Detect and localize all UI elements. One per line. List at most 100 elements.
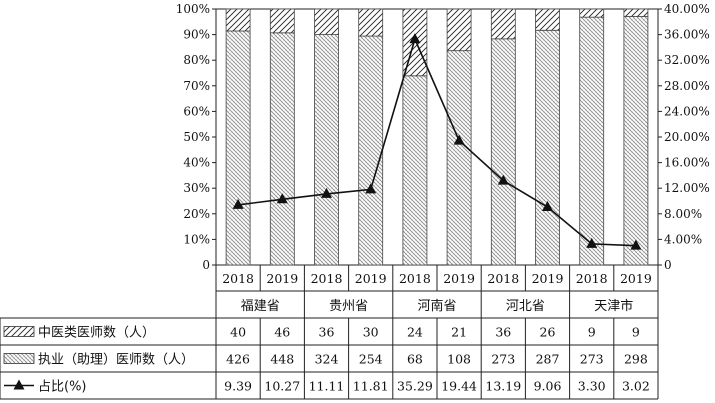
share-point-marker bbox=[276, 193, 288, 204]
bar-licensed-segment bbox=[623, 16, 649, 266]
table-year-label: 2018 bbox=[311, 271, 343, 286]
bar-tcm-segment bbox=[490, 8, 516, 40]
table-value-cell: 273 bbox=[580, 352, 604, 367]
bar-licensed-segment bbox=[490, 38, 516, 266]
left-axis-tick-label: 20% bbox=[183, 207, 210, 221]
table-value-cell: 68 bbox=[407, 352, 423, 367]
bar-tcm-segment bbox=[314, 8, 339, 36]
bar-licensed-segment bbox=[269, 32, 295, 266]
share-point-marker bbox=[365, 183, 377, 194]
table-value-cell: 35.29 bbox=[397, 379, 433, 394]
bar-tcm-segment bbox=[579, 8, 605, 18]
table-year-label: 2019 bbox=[266, 271, 298, 286]
bar-tcm-segment bbox=[535, 8, 560, 31]
legend-series-name: 执业（助理）医师数（人） bbox=[38, 353, 194, 368]
share-point-marker bbox=[586, 237, 598, 248]
bar-tcm-segment bbox=[446, 8, 472, 52]
table-year-label: 2019 bbox=[532, 271, 564, 286]
table-value-cell: 426 bbox=[226, 352, 250, 367]
table-value-cell: 287 bbox=[536, 352, 560, 367]
table-value-cell: 36 bbox=[495, 325, 511, 340]
line-layer bbox=[232, 33, 642, 250]
left-axis-tick-label: 70% bbox=[183, 79, 210, 93]
right-axis-tick-label: 12.00% bbox=[664, 181, 710, 195]
table-value-cell: 3.30 bbox=[578, 379, 606, 394]
table-year-label: 2019 bbox=[620, 271, 652, 286]
table-group-label: 天津市 bbox=[594, 298, 633, 314]
table-group-label: 贵州省 bbox=[329, 299, 368, 314]
table-year-label: 2018 bbox=[222, 271, 254, 286]
left-axis-tick-label: 0 bbox=[202, 258, 210, 272]
share-point-marker bbox=[409, 33, 421, 44]
table-value-cell: 26 bbox=[540, 325, 556, 340]
table-value-cell: 9.06 bbox=[534, 379, 562, 394]
table-year-label: 2018 bbox=[487, 271, 519, 286]
right-axis-tick-label: 36.00% bbox=[664, 28, 710, 42]
bar-licensed-segment bbox=[358, 35, 384, 266]
right-axis-tick-label: 20.00% bbox=[664, 130, 710, 144]
share-point-marker bbox=[232, 198, 244, 209]
table-year-label: 2018 bbox=[576, 271, 608, 286]
right-axis-tick-label: 24.00% bbox=[664, 104, 710, 118]
table-group-label: 河北省 bbox=[506, 299, 545, 314]
legend-key-tcm bbox=[3, 326, 35, 337]
right-axis-tick-label: 32.00% bbox=[664, 53, 710, 67]
bar-tcm-segment bbox=[623, 8, 649, 17]
table-value-cell: 324 bbox=[315, 352, 339, 367]
left-axis-tick-label: 90% bbox=[183, 28, 210, 42]
table-value-cell: 448 bbox=[270, 352, 294, 367]
table-value-cell: 24 bbox=[407, 325, 423, 340]
table-value-cell: 10.27 bbox=[264, 379, 300, 394]
table-group-label: 河南省 bbox=[417, 298, 456, 314]
table-value-cell: 36 bbox=[319, 325, 335, 340]
left-axis-tick-label: 50% bbox=[183, 130, 210, 144]
table-value-cell: 273 bbox=[491, 352, 515, 367]
table-value-cell: 9.39 bbox=[224, 379, 252, 394]
table-year-label: 2019 bbox=[443, 271, 475, 286]
share-point-marker bbox=[630, 239, 642, 250]
bar-licensed-segment bbox=[314, 34, 339, 266]
share-point-marker bbox=[453, 134, 465, 145]
table-value-cell: 30 bbox=[363, 325, 379, 340]
bar-licensed-segment bbox=[225, 30, 251, 266]
right-axis-tick-label: 16.00% bbox=[664, 156, 710, 170]
bar-tcm-segment bbox=[269, 8, 295, 34]
data-table-layer: 2018 2019 2018 2019 2018 2019 2018 2019 2018 2019… bbox=[0, 265, 659, 400]
table-value-cell: 11.11 bbox=[309, 379, 345, 394]
table-value-cell: 108 bbox=[447, 352, 471, 367]
table-value-cell: 11.81 bbox=[353, 379, 389, 394]
bar-licensed-segment bbox=[535, 29, 560, 266]
right-axis-tick-label: 0 bbox=[664, 258, 672, 272]
right-axis-tick-label: 4.00% bbox=[664, 232, 702, 246]
bar-licensed-segment bbox=[402, 75, 428, 266]
table-value-cell: 46 bbox=[274, 325, 290, 340]
left-axis-tick-label: 80% bbox=[183, 53, 210, 67]
legend-key-licensed bbox=[3, 353, 35, 364]
left-axis-tick-label: 30% bbox=[183, 181, 210, 195]
table-value-cell: 9 bbox=[632, 325, 640, 340]
table-value-cell: 298 bbox=[624, 352, 648, 367]
left-axis-tick-label: 60% bbox=[183, 104, 210, 118]
left-axis-tick-label: 40% bbox=[183, 156, 210, 170]
bar-licensed-segment bbox=[579, 16, 605, 266]
left-axis-tick-label: 100% bbox=[176, 2, 210, 16]
table-value-cell: 9 bbox=[588, 325, 596, 340]
table-value-cell: 40 bbox=[230, 325, 246, 340]
left-axis-tick-label: 10% bbox=[183, 232, 210, 246]
share-point-marker bbox=[542, 201, 553, 212]
right-axis-tick-label: 28.00% bbox=[664, 79, 710, 93]
bar-tcm-segment bbox=[225, 8, 251, 32]
bars-layer bbox=[225, 8, 649, 266]
bar-tcm-segment bbox=[358, 8, 384, 37]
table-value-cell: 13.19 bbox=[485, 379, 521, 394]
table-value-cell: 19.44 bbox=[441, 379, 477, 394]
legend-series-name: 占比(%) bbox=[38, 380, 87, 395]
share-line bbox=[237, 36, 636, 247]
table-year-label: 2018 bbox=[399, 271, 431, 286]
legend-key-marker bbox=[13, 379, 25, 390]
table-group-label: 福建省 bbox=[241, 299, 280, 314]
share-point-marker bbox=[321, 187, 332, 198]
right-axis-tick-label: 40.00% bbox=[664, 2, 710, 16]
